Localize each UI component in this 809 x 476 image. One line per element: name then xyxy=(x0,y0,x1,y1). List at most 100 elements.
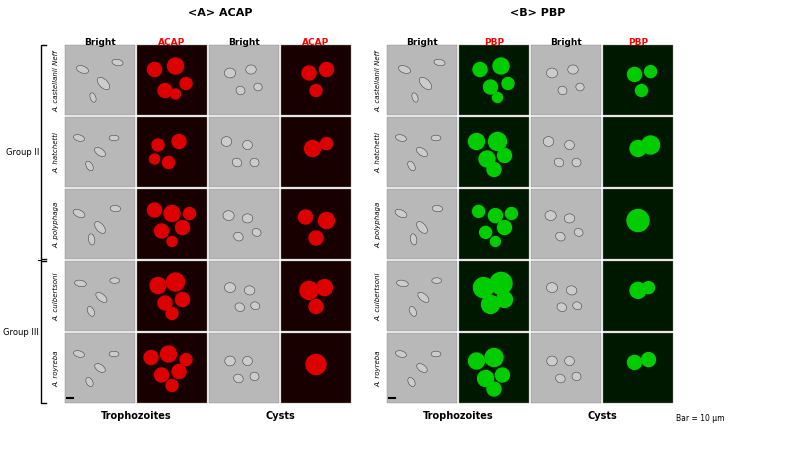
Ellipse shape xyxy=(90,94,96,103)
Bar xyxy=(459,333,529,403)
Ellipse shape xyxy=(412,94,418,103)
Bar xyxy=(459,261,529,331)
Circle shape xyxy=(627,210,649,232)
Circle shape xyxy=(320,63,333,77)
Circle shape xyxy=(180,354,192,366)
Text: Bar = 10 μm: Bar = 10 μm xyxy=(676,414,725,423)
Circle shape xyxy=(302,67,316,81)
Circle shape xyxy=(472,206,485,218)
Circle shape xyxy=(180,79,192,90)
Bar xyxy=(387,118,457,188)
Text: Group II: Group II xyxy=(6,148,39,157)
Circle shape xyxy=(506,208,518,220)
Ellipse shape xyxy=(225,357,235,366)
Circle shape xyxy=(636,85,647,97)
Text: ACAP: ACAP xyxy=(303,38,329,47)
Ellipse shape xyxy=(556,375,565,383)
Text: A. polyphaga: A. polyphaga xyxy=(53,201,59,248)
Bar xyxy=(209,46,279,116)
Circle shape xyxy=(158,297,172,310)
Circle shape xyxy=(320,139,332,150)
Ellipse shape xyxy=(545,211,557,221)
Circle shape xyxy=(319,213,334,229)
Circle shape xyxy=(479,152,495,168)
Ellipse shape xyxy=(431,351,441,357)
Text: A. polyphaga: A. polyphaga xyxy=(375,201,381,248)
Bar xyxy=(137,118,207,188)
Circle shape xyxy=(167,273,184,291)
Text: Group III: Group III xyxy=(3,328,39,337)
Ellipse shape xyxy=(565,357,574,366)
Circle shape xyxy=(160,346,176,362)
Ellipse shape xyxy=(74,280,87,287)
Ellipse shape xyxy=(86,162,93,171)
Text: ACAP: ACAP xyxy=(159,38,185,47)
Circle shape xyxy=(300,282,318,300)
Text: Bright: Bright xyxy=(84,38,116,47)
Text: <B> PBP: <B> PBP xyxy=(510,8,565,18)
Circle shape xyxy=(310,85,322,97)
Ellipse shape xyxy=(246,66,256,75)
Ellipse shape xyxy=(95,148,105,157)
Text: Trophozoites: Trophozoites xyxy=(100,410,172,420)
Circle shape xyxy=(489,133,506,151)
Ellipse shape xyxy=(236,87,245,96)
Circle shape xyxy=(493,59,509,75)
Ellipse shape xyxy=(434,60,445,67)
Ellipse shape xyxy=(431,136,441,141)
Ellipse shape xyxy=(95,293,107,303)
Circle shape xyxy=(147,204,162,218)
Text: <A> ACAP: <A> ACAP xyxy=(188,8,252,18)
Ellipse shape xyxy=(396,280,409,287)
Ellipse shape xyxy=(574,229,583,237)
Ellipse shape xyxy=(95,222,105,234)
Ellipse shape xyxy=(408,162,415,171)
Circle shape xyxy=(468,353,485,369)
Text: Cysts: Cysts xyxy=(587,410,617,420)
Ellipse shape xyxy=(243,141,252,150)
Ellipse shape xyxy=(234,375,244,383)
Circle shape xyxy=(481,296,499,314)
Bar xyxy=(387,46,457,116)
Circle shape xyxy=(164,206,180,222)
Circle shape xyxy=(497,292,512,308)
Ellipse shape xyxy=(417,222,427,234)
Bar xyxy=(209,189,279,259)
Circle shape xyxy=(630,141,646,157)
Text: A. castellanii Neff: A. castellanii Neff xyxy=(53,50,59,111)
Ellipse shape xyxy=(88,234,95,246)
Ellipse shape xyxy=(242,214,252,223)
Circle shape xyxy=(304,141,320,157)
Text: A. hatchetti: A. hatchetti xyxy=(53,132,59,173)
Text: Trophozoites: Trophozoites xyxy=(422,410,493,420)
Bar xyxy=(531,333,601,403)
Ellipse shape xyxy=(250,159,259,168)
Bar xyxy=(65,261,135,331)
Ellipse shape xyxy=(557,303,566,312)
Bar xyxy=(65,46,135,116)
Circle shape xyxy=(184,208,196,220)
Ellipse shape xyxy=(544,137,553,147)
Ellipse shape xyxy=(565,141,574,150)
Ellipse shape xyxy=(112,60,123,67)
Ellipse shape xyxy=(432,206,443,212)
Ellipse shape xyxy=(87,307,95,317)
Text: A. hatchetti: A. hatchetti xyxy=(375,132,381,173)
Ellipse shape xyxy=(547,357,557,366)
Text: Cysts: Cysts xyxy=(265,410,294,420)
Ellipse shape xyxy=(77,67,88,74)
Ellipse shape xyxy=(86,377,93,387)
Circle shape xyxy=(299,210,312,225)
Circle shape xyxy=(490,237,501,247)
Bar xyxy=(531,46,601,116)
Circle shape xyxy=(628,356,642,370)
Circle shape xyxy=(628,68,642,82)
Text: A. royreba: A. royreba xyxy=(53,350,59,387)
Bar xyxy=(281,333,351,403)
Text: Bright: Bright xyxy=(550,38,582,47)
Bar xyxy=(387,333,457,403)
Circle shape xyxy=(166,308,178,320)
Circle shape xyxy=(477,371,493,387)
Bar xyxy=(459,189,529,259)
Bar xyxy=(603,189,673,259)
